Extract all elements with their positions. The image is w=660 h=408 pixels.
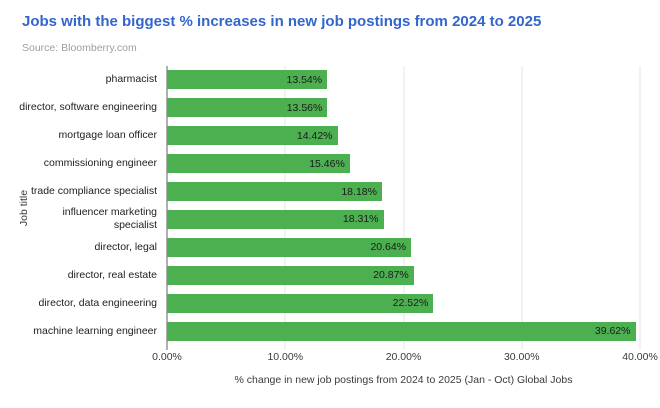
bar: 13.54% xyxy=(167,70,328,90)
axis-baseline xyxy=(166,66,168,350)
chart-title: Jobs with the biggest % increases in new… xyxy=(22,13,542,30)
bar-value-label: 20.64% xyxy=(370,241,407,254)
bar-row: director, real estate 20.87% xyxy=(68,261,640,289)
gridline xyxy=(284,66,286,350)
bar-value-label: 13.56% xyxy=(286,101,323,114)
bar-row: mortgage loan officer 14.42% xyxy=(59,122,640,150)
bar-rows: pharmacist 13.54% director, software engin… xyxy=(19,66,640,345)
category-label: director, real estate xyxy=(67,268,157,281)
bar-row: director, legal 20.64% xyxy=(95,233,640,261)
category-label: director, software engineering xyxy=(19,101,157,114)
bar: 13.56% xyxy=(167,98,328,118)
bar: 20.87% xyxy=(167,265,414,285)
bar: 39.62% xyxy=(167,321,636,341)
category-label: machine learning engineer xyxy=(33,324,157,337)
category-label: commissioning engineer xyxy=(43,157,157,170)
bar: 18.18% xyxy=(167,182,382,202)
bar-value-label: 39.62% xyxy=(594,325,631,338)
x-tick-label: 10.00% xyxy=(267,351,304,363)
bar: 15.46% xyxy=(167,154,350,174)
bar-value-label: 14.42% xyxy=(296,129,333,142)
gridline xyxy=(639,66,641,350)
category-label: mortgage loan officer xyxy=(58,129,157,142)
x-axis-ticks: 0.00% 10.00% 20.00% 30.00% 40.00% xyxy=(152,351,658,364)
x-tick-label: 20.00% xyxy=(385,351,422,363)
category-label: director, data engineering xyxy=(38,296,158,309)
bar: 22.52% xyxy=(167,293,434,313)
bar-value-label: 20.87% xyxy=(373,269,409,282)
category-label: trade compliance specialist xyxy=(30,185,157,198)
bar-value-label: 15.46% xyxy=(309,157,345,170)
x-tick-label: 0.00% xyxy=(152,351,182,363)
category-label: pharmacist xyxy=(105,73,157,86)
chart-source: Source: Bloomberry.com xyxy=(22,42,137,54)
bar-value-label: 18.18% xyxy=(341,185,377,198)
gridline xyxy=(521,66,523,350)
x-axis-title: % change in new job postings from 2024 t… xyxy=(234,374,573,386)
category-label: director, legal xyxy=(94,240,157,253)
bar-row: trade compliance specialist 18.18% xyxy=(31,178,640,206)
bar-row: commissioning engineer 15.46% xyxy=(44,150,640,178)
bar-row: machine learning engineer 39.62% xyxy=(33,317,640,345)
bar: 14.42% xyxy=(167,126,338,146)
gridline xyxy=(403,66,404,350)
bar: 20.64% xyxy=(167,237,412,257)
plot-area: pharmacist 13.54% director, software engin… xyxy=(19,66,641,350)
bar-value-label: 18.31% xyxy=(342,213,379,226)
bar-row: director, data engineering 22.52% xyxy=(39,289,640,317)
bar-row: director, software engineering 13.56% xyxy=(19,94,640,122)
bar-value-label: 22.52% xyxy=(392,297,429,310)
x-tick-label: 30.00% xyxy=(503,351,540,363)
bar-row: pharmacist 13.54% xyxy=(106,66,640,94)
bar-row: influencer marketing specialist 18.31% xyxy=(62,206,640,234)
category-label: influencer marketing specialist xyxy=(62,206,157,232)
x-tick-label: 40.00% xyxy=(622,351,658,363)
bar-value-label: 13.54% xyxy=(286,73,323,86)
bar: 18.31% xyxy=(167,209,384,229)
